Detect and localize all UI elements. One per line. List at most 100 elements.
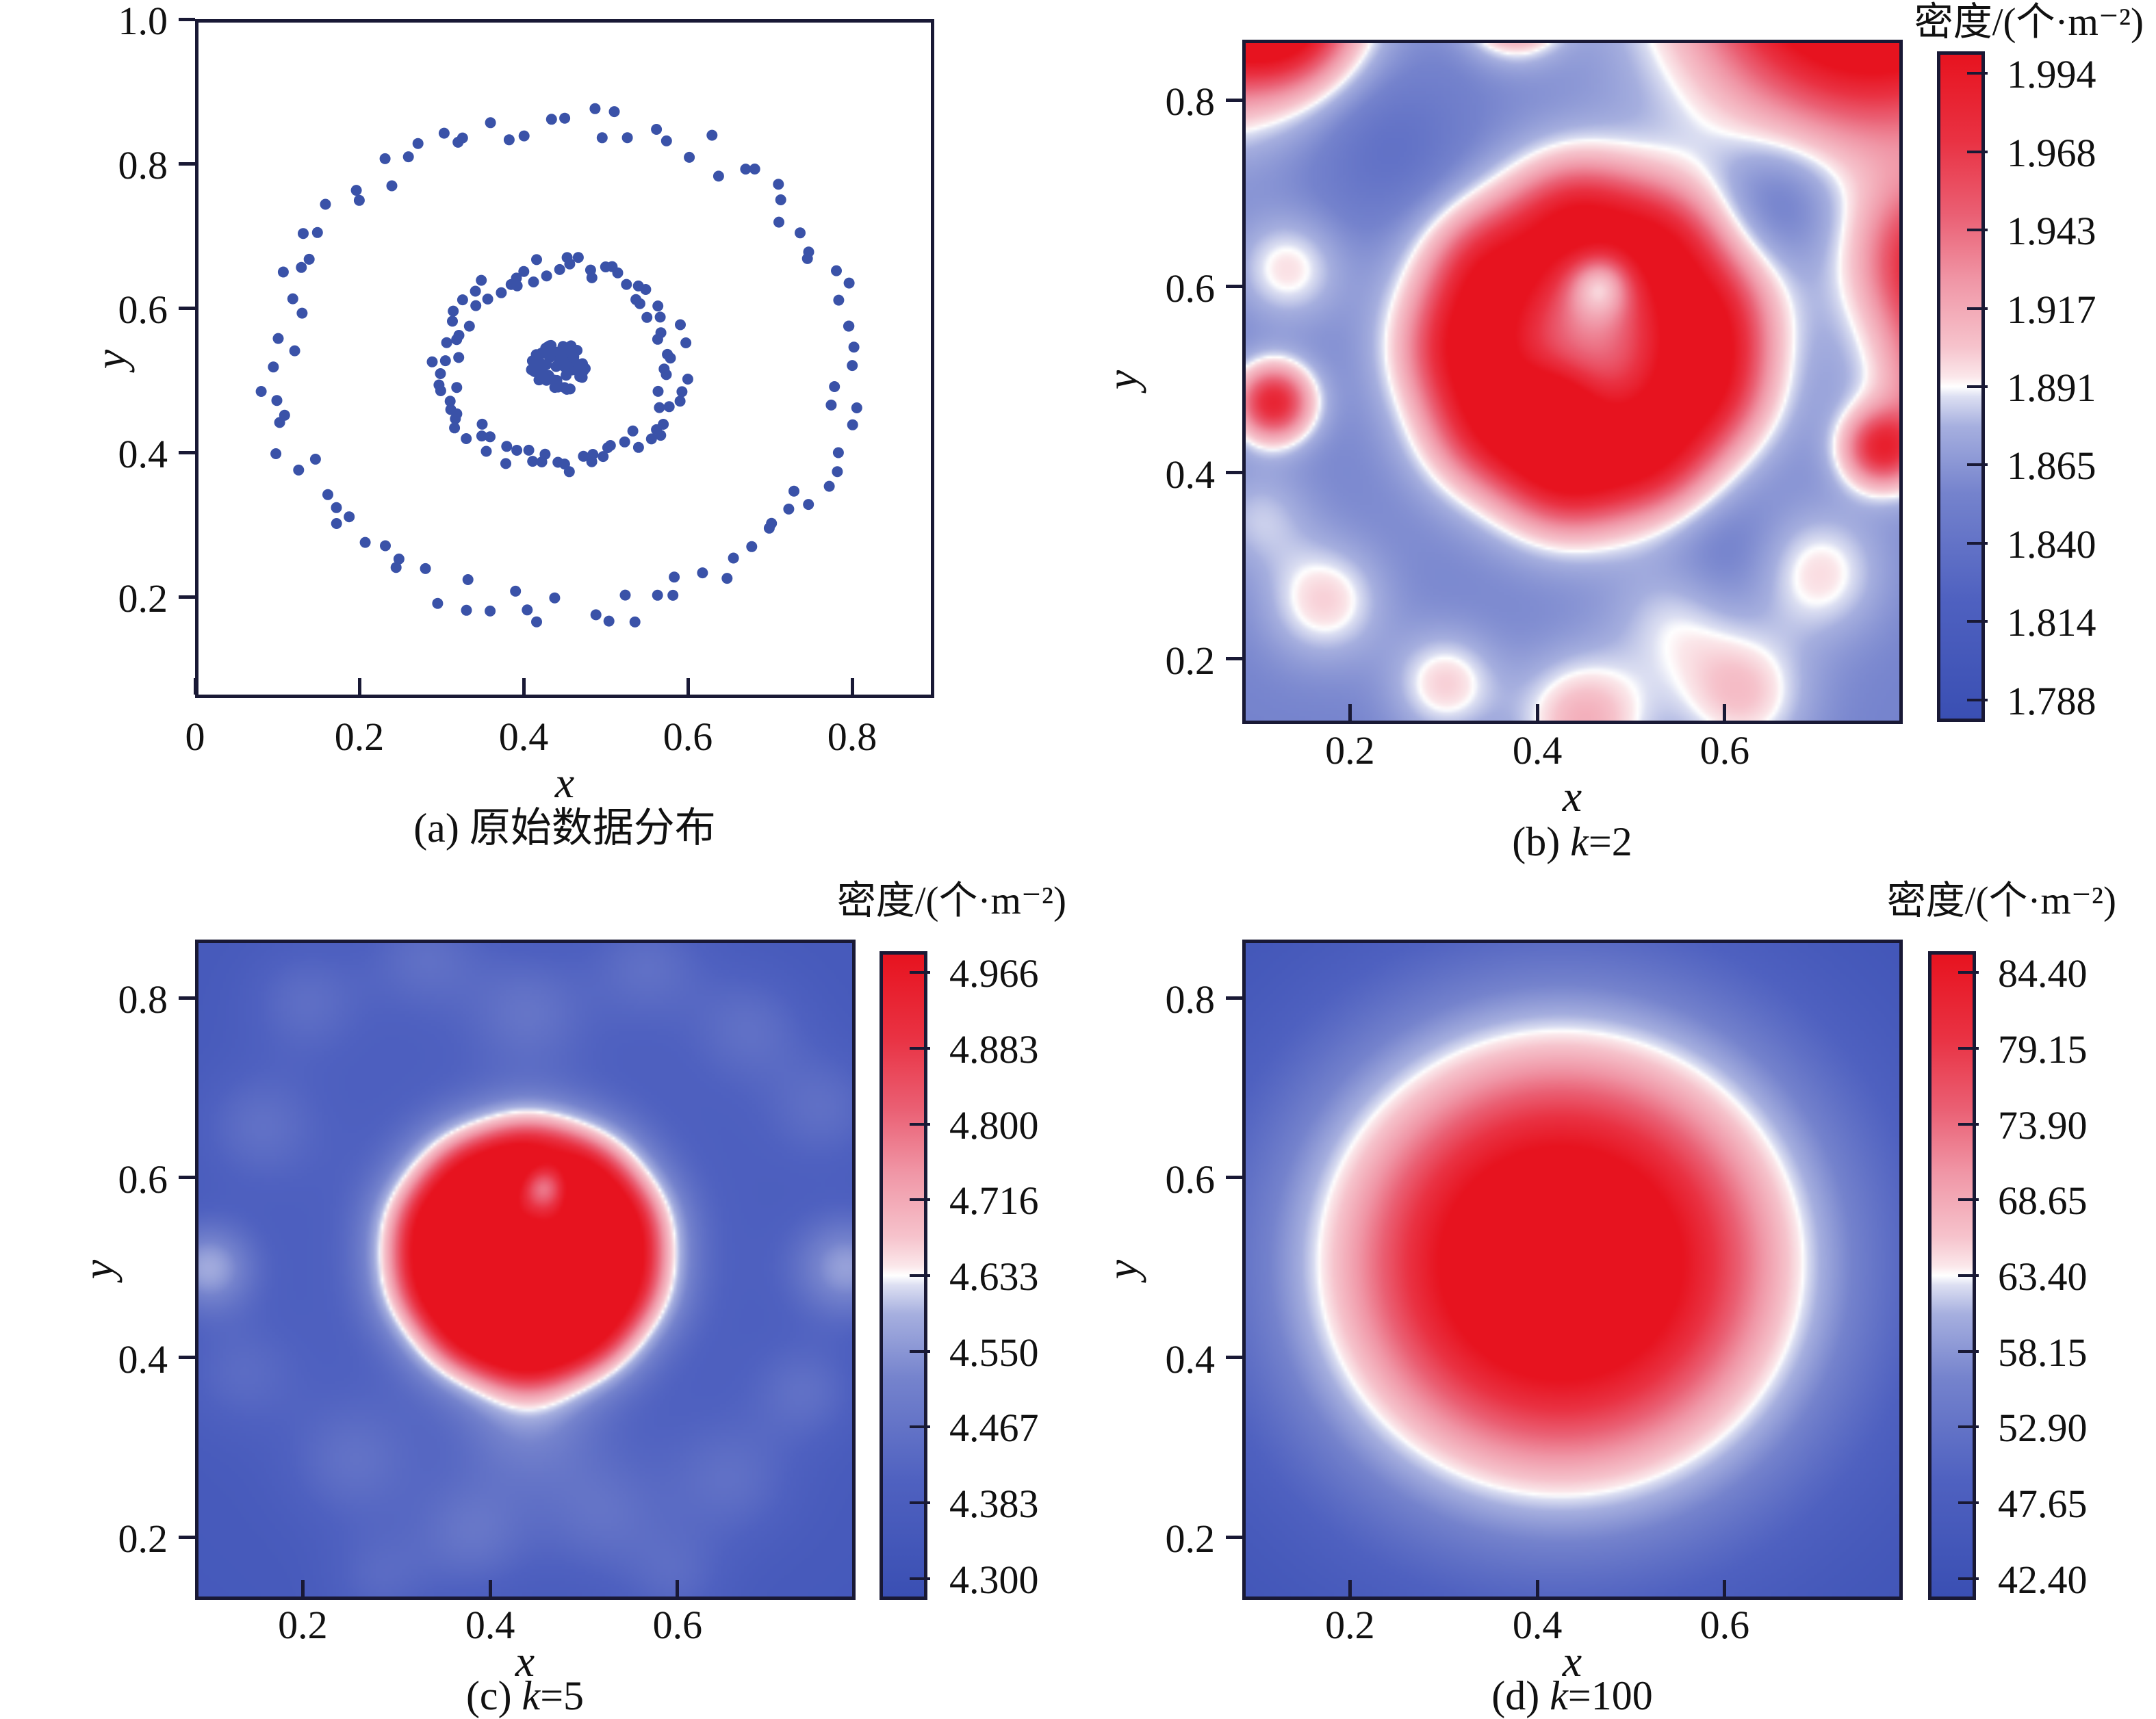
panel-c-colorbar-title: 密度/(个·m⁻²) [836,879,1066,922]
y-tick-mark [179,450,195,454]
y-tick-mark [1226,1176,1242,1180]
x-tick-label: 0.2 [1325,1603,1375,1647]
y-tick-mark [1226,1356,1242,1359]
colorbar-tick-label: 4.467 [949,1406,1039,1451]
y-tick-label: 0.4 [1165,452,1216,497]
colorbar-tick-label: 4.550 [949,1330,1039,1375]
colorbar-tick-label: 84.40 [1998,951,2088,996]
density-heatmap-k2 [1246,43,1899,721]
panel-d-x-axis-label: x [1562,1637,1582,1685]
colorbar-tick-mark [1958,1425,1979,1429]
colorbar-tick-mark [1967,229,1988,232]
colorbar-tick-mark [1967,463,1988,467]
colorbar-tick-mark [1967,541,1988,545]
colorbar-tick-label: 1.943 [2007,209,2096,254]
x-tick-mark [300,1580,305,1597]
y-tick-mark [1226,996,1242,1000]
x-tick-mark [522,678,526,695]
panel-a-y-axis-label: y [86,349,135,370]
colorbar-tick-label: 1.994 [2007,52,2096,97]
colorbar-tick-mark [1958,971,1979,974]
y-tick-label: 0.6 [118,1156,168,1202]
colorbar-tick-label: 1.865 [2007,443,2096,489]
colorbar-tick-label: 52.90 [1998,1406,2088,1451]
x-tick-label: 0.4 [1512,1603,1563,1647]
y-tick-mark [179,1176,195,1180]
colorbar-tick-label: 1.968 [2007,130,2096,175]
panel-b-y-axis-label: y [1098,370,1146,390]
y-tick-mark [179,595,195,599]
x-tick-label: 0.2 [278,1603,328,1647]
colorbar-tick-label: 4.966 [949,951,1039,996]
x-tick-mark [1723,1580,1727,1597]
caption-variable: k [522,1673,541,1718]
colorbar-tick-mark [1958,1198,1979,1202]
y-tick-mark [179,996,195,1000]
density-heatmap-k5 [198,943,852,1597]
y-tick-mark [1226,471,1242,475]
x-tick-label: 0.4 [465,1603,515,1647]
colorbar-tick-mark [910,1349,930,1353]
y-tick-label: 0.2 [118,576,168,621]
y-tick-label: 0.8 [1165,79,1216,125]
colorbar-tick-label: 1.917 [2007,287,2096,332]
colorbar-tick-mark [1967,150,1988,153]
panel-c-x-axis-label: x [515,1637,535,1685]
x-tick-mark [686,678,690,695]
colorbar-tick-mark [910,1122,930,1126]
x-tick-mark [1348,1580,1352,1597]
y-tick-label: 0.2 [118,1516,168,1562]
panel-c-y-axis-label: y [74,1259,123,1280]
x-tick-label: 0.8 [827,714,877,759]
panel-b-colorbar-title: 密度/(个·m⁻²) [1914,1,2144,44]
y-tick-mark [1226,1535,1242,1539]
colorbar-tick-mark [1958,1046,1979,1050]
x-tick-mark [676,1580,680,1597]
colorbar-tick-mark [1967,72,1988,75]
colorbar-tick-label: 1.788 [2007,678,2096,723]
panel-c-plot-area [195,940,856,1600]
caption-text: =100 [1567,1673,1653,1718]
panel-d-colorbar-title: 密度/(个·m⁻²) [1886,879,2116,922]
colorbar-tick-label: 73.90 [1998,1102,2088,1148]
y-tick-label: 0.6 [1165,266,1216,311]
y-tick-label: 0.6 [1165,1156,1216,1202]
colorbar-tick-mark [910,1274,930,1277]
y-tick-mark [179,1356,195,1359]
x-tick-label: 0.2 [1325,728,1375,773]
colorbar-tick-mark [1967,698,1988,701]
x-tick-mark [1348,704,1352,721]
density-heatmap-k100 [1246,943,1899,1597]
y-tick-label: 0.2 [1165,638,1216,683]
colorbar-tick-label: 47.65 [1998,1482,2088,1527]
y-tick-mark [1226,98,1242,102]
caption-text: =2 [1588,819,1632,864]
colorbar-tick-label: 4.800 [949,1102,1039,1148]
colorbar-tick-mark [910,971,930,974]
colorbar-tick-mark [1958,1501,1979,1505]
x-tick-label: 0.6 [1699,728,1750,773]
colorbar-tick-label: 58.15 [1998,1330,2088,1375]
colorbar-tick-mark [1967,307,1988,310]
colorbar-tick-mark [1958,1274,1979,1277]
caption-index: (b) [1512,819,1571,864]
colorbar-tick-label: 4.383 [949,1482,1039,1527]
colorbar-tick-mark [1967,620,1988,623]
caption-index: (d) [1491,1673,1550,1718]
x-tick-mark [850,678,854,695]
panel-b-caption: (b) k=2 [1298,821,1846,862]
x-tick-label: 0.6 [652,1603,703,1647]
caption-variable: k [1570,819,1589,864]
x-tick-label: 0.4 [498,714,549,759]
caption-variable: k [1550,1673,1568,1718]
x-tick-mark [1723,704,1727,721]
colorbar-tick-mark [910,1577,930,1580]
colorbar-tick-label: 1.840 [2007,521,2096,567]
colorbar-tick-label: 4.300 [949,1557,1039,1602]
colorbar-tick-mark [910,1198,930,1202]
y-tick-mark [1226,285,1242,289]
x-tick-label: 0 [185,714,205,759]
panel-a-x-axis-label: x [554,758,575,807]
colorbar-tick-label: 68.65 [1998,1178,2088,1224]
caption-text: 原始数据分布 [469,805,716,851]
